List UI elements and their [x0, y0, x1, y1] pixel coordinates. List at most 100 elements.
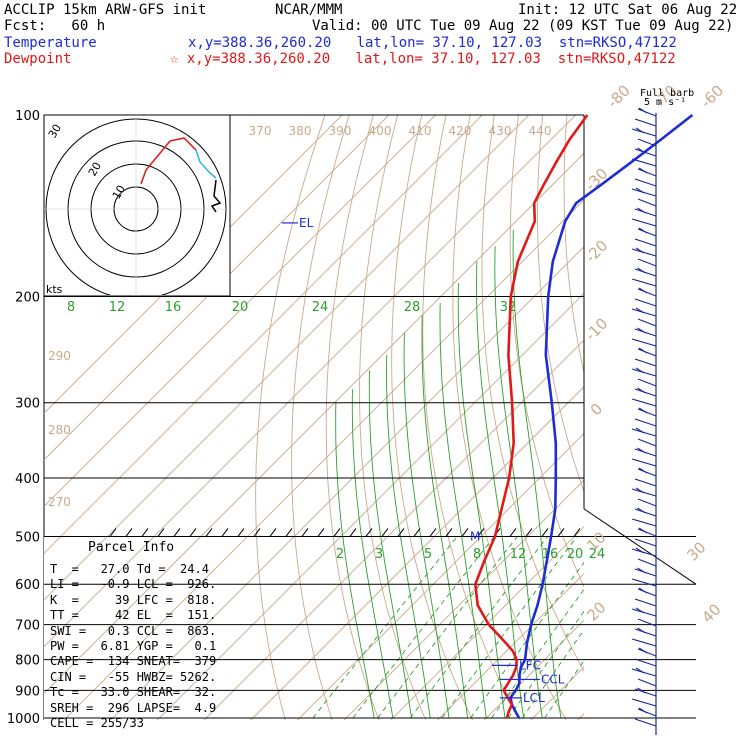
dry-adiabat-line: [291, 115, 350, 720]
isotherm-line: [44, 115, 576, 648]
mixing-ratio-label: 2: [336, 547, 344, 562]
forecast-hour: Fcst: 60 h: [4, 18, 106, 34]
thetae-label: 28: [404, 300, 421, 315]
wind-barb-half: [637, 507, 646, 514]
isotherm-line: [110, 246, 584, 720]
wind-barb: [631, 458, 657, 467]
theta-left-label: 280: [48, 423, 71, 437]
mixing-ratio-line: [377, 536, 518, 719]
mixing-ratio-line: [508, 610, 584, 719]
wind-barb-half: [637, 327, 646, 334]
mixing-ratio-label: 16: [542, 547, 559, 562]
thetae-label: 16: [165, 300, 182, 315]
panel-edge-diagonal: [583, 508, 697, 585]
dry-adiabat-line: [590, 115, 740, 731]
thetae-label: 12: [109, 300, 126, 315]
moist-adiabat-line: [494, 246, 543, 719]
dewpoint-location: ☆ x,y=388.36,260.20 lat,lon= 37.10, 127.…: [170, 51, 676, 67]
tick-mark: [557, 528, 565, 537]
wind-barb: [631, 398, 657, 407]
tick-mark: [317, 528, 325, 537]
barb-key-units: 5 m s⁻¹: [644, 97, 687, 108]
wind-barb-half: [638, 287, 648, 294]
hodograph-trace-high: [210, 179, 222, 213]
mixing-ratio-line: [352, 536, 495, 719]
dry-adiabat-line: [359, 115, 427, 720]
parcel-row: T = 27.0 Td = 24.4: [50, 562, 209, 576]
wind-barb-half: [637, 627, 646, 634]
parcel-row: Tc = 33.0 SHEAR= 32.: [50, 685, 217, 700]
moist-adiabat-line: [351, 389, 394, 719]
temperature-label: Temperature: [4, 35, 97, 51]
tick-mark: [429, 528, 437, 537]
tick-mark: [477, 528, 485, 537]
thetae-label: 8: [67, 300, 75, 315]
tick-mark: [125, 528, 133, 537]
tick-mark: [461, 528, 469, 537]
mixing-ratio-line: [521, 629, 584, 719]
hodograph-ring-label: 10: [110, 183, 128, 202]
theta-label: 400: [369, 124, 392, 138]
isotherm-label: -20: [581, 236, 611, 266]
thetae-label: 32: [500, 300, 517, 315]
tick-mark: [365, 528, 373, 537]
tick-mark: [445, 528, 453, 537]
wind-barb-half: [638, 527, 648, 534]
hodograph-units: kts: [46, 283, 63, 296]
wind-barb-half: [638, 167, 648, 174]
moist-adiabat-line: [421, 315, 469, 719]
hodograph-trace-low: [140, 137, 197, 185]
wind-barb: [631, 158, 657, 167]
lfc-label: LFC: [519, 658, 541, 672]
pressure-label-1000: 1000: [7, 712, 40, 727]
dewpoint-label: Dewpoint: [4, 51, 72, 67]
isotherm-label: 0: [587, 400, 606, 419]
wind-barb: [637, 618, 657, 627]
pressure-label-300: 300: [15, 397, 40, 412]
dry-adiabat-line: [325, 115, 380, 720]
tick-mark: [573, 528, 581, 537]
dry-adiabat-line: [452, 115, 567, 720]
isotherm-label: -10: [581, 314, 611, 344]
moist-adiabat-line: [335, 402, 375, 719]
theta-label: 430: [489, 124, 512, 138]
theta-label: 380: [289, 124, 312, 138]
wind-barb-half: [635, 547, 645, 554]
isotherm-line: [44, 115, 390, 461]
parcel-row: CAPE = 134 SNEAT= 379: [50, 654, 217, 669]
mixing-ratio-line: [470, 561, 584, 719]
wind-barb-half: [637, 447, 646, 454]
tick-mark: [253, 528, 261, 537]
parcel-info-table: T = 27.0 Td = 24.4 LI = -0.9 LCL = 926. K …: [50, 562, 216, 731]
wind-barb-half: [638, 347, 648, 354]
wind-barb: [634, 118, 657, 127]
wind-barb-half: [637, 267, 646, 274]
wind-barb: [634, 238, 657, 247]
mixing-ratio-line: [409, 536, 548, 719]
wind-barb-half: [635, 307, 645, 314]
thetae-label: 24: [312, 300, 329, 315]
wind-barb-half: [638, 227, 648, 234]
tick-mark: [173, 528, 181, 537]
isotherm-line: [44, 115, 436, 508]
tick-mark: [381, 528, 389, 537]
wind-barb: [634, 298, 657, 307]
parcel-row: CIN = -55 HWBZ= 5262.: [50, 669, 217, 684]
isotherm-line: [44, 115, 530, 601]
isotherm-line: [250, 386, 584, 720]
mixing-ratio-label: 12: [510, 547, 527, 562]
hodograph-ring-label: 30: [46, 122, 64, 141]
init-time: Init: 12 UTC Sat 06 Aug 22: [518, 2, 738, 18]
isotherm-label: 30: [683, 538, 709, 564]
wind-barb: [634, 598, 657, 607]
parcel-row: SREH = 296 LAPSE= 4.9: [50, 700, 217, 715]
tick-mark: [221, 528, 229, 537]
wind-barb: [637, 498, 657, 507]
wind-barb-half: [637, 567, 646, 574]
theta-label: 410: [409, 124, 432, 138]
isotherm-line: [483, 619, 584, 720]
wind-barb-half: [635, 667, 645, 674]
wind-barb: [631, 278, 657, 287]
parcel-row: LI = -0.9 LCL = 926.: [50, 577, 217, 592]
